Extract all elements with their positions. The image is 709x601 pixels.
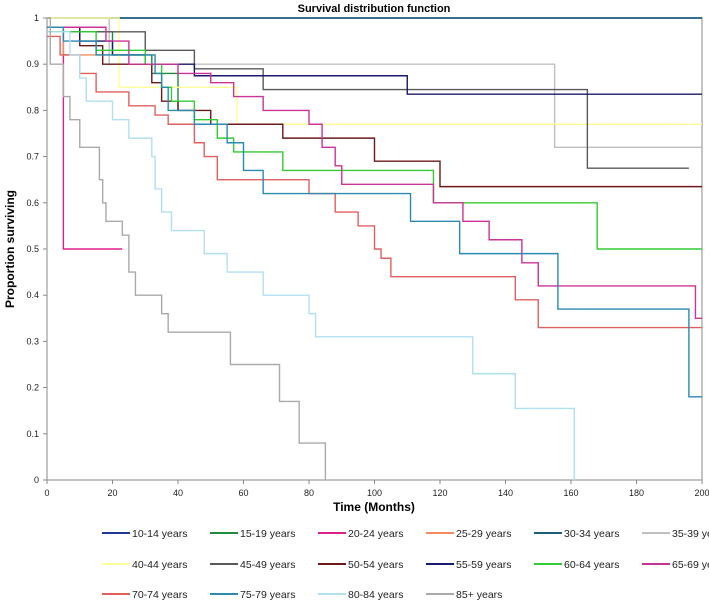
series-line-65-69-years <box>47 26 702 319</box>
legend-label: 50-54 years <box>348 559 403 571</box>
series-line-50-54-years <box>47 26 702 188</box>
series-line-20-24-years <box>47 26 123 250</box>
series-line-45-49-years <box>47 31 689 169</box>
legend-label: 20-24 years <box>348 528 403 540</box>
y-tick-label: 0.1 <box>26 429 39 439</box>
y-tick-label: 0.2 <box>26 383 39 393</box>
legend-label: 85+ years <box>456 589 502 601</box>
chart-title: Survival distribution function <box>298 3 451 15</box>
x-tick-label: 120 <box>432 488 447 498</box>
legend-label: 25-29 years <box>456 528 511 540</box>
x-tick-label: 200 <box>694 488 709 498</box>
series-line-80-84-years <box>47 31 575 480</box>
legend-label: 65-69 years <box>672 559 709 571</box>
legend-item: 80-84 years <box>318 589 403 601</box>
x-tick-label: 20 <box>107 488 117 498</box>
legend-item: 75-79 years <box>210 589 295 601</box>
legend-item: 50-54 years <box>318 559 403 571</box>
x-tick-label: 0 <box>44 488 49 498</box>
legend-item: 70-74 years <box>102 589 187 601</box>
legend-label: 75-79 years <box>240 589 295 601</box>
x-tick-label: 40 <box>173 488 183 498</box>
legend-item: 30-34 years <box>534 528 619 540</box>
x-tick-label: 140 <box>498 488 513 498</box>
series-line-70-74-years <box>47 35 702 329</box>
series-line-75-79-years <box>47 26 702 398</box>
x-tick-label: 80 <box>304 488 314 498</box>
y-tick-label: 0.4 <box>26 290 39 300</box>
legend-item: 25-29 years <box>426 528 511 540</box>
legend-label: 35-39 years <box>672 528 709 540</box>
legend-item: 65-69 years <box>642 559 709 571</box>
y-tick-label: 0.9 <box>26 59 39 69</box>
y-tick-label: 0.3 <box>26 336 39 346</box>
legend-label: 40-44 years <box>132 559 187 571</box>
x-tick-label: 160 <box>563 488 578 498</box>
y-axis-label: Proportion surviving <box>3 190 17 308</box>
legend-item: 20-24 years <box>318 528 403 540</box>
legend-item: 85+ years <box>426 589 502 601</box>
y-tick-label: 0.5 <box>26 244 39 254</box>
legend-label: 80-84 years <box>348 589 403 601</box>
series-line-85plus-years <box>47 17 327 480</box>
x-tick-label: 180 <box>629 488 644 498</box>
legend-item: 15-19 years <box>210 528 295 540</box>
y-tick-label: 0.8 <box>26 105 39 115</box>
legend-item: 40-44 years <box>102 559 187 571</box>
y-tick-label: 1 <box>34 13 39 23</box>
legend-label: 15-19 years <box>240 528 295 540</box>
x-tick-label: 100 <box>367 488 382 498</box>
legend-item: 10-14 years <box>102 528 187 540</box>
legend-label: 10-14 years <box>132 528 187 540</box>
legend-label: 55-59 years <box>456 559 511 571</box>
legend-label: 70-74 years <box>132 589 187 601</box>
x-tick-label: 60 <box>238 488 248 498</box>
y-tick-label: 0 <box>34 475 39 485</box>
y-tick-label: 0.7 <box>26 152 39 162</box>
legend-item: 45-49 years <box>210 559 295 571</box>
x-axis-label: Time (Months) <box>333 500 415 514</box>
legend-label: 45-49 years <box>240 559 295 571</box>
legend-label: 60-64 years <box>564 559 619 571</box>
legend-item: 35-39 years <box>642 528 709 540</box>
legend-item: 55-59 years <box>426 559 511 571</box>
y-tick-label: 0.6 <box>26 198 39 208</box>
legend-label: 30-34 years <box>564 528 619 540</box>
legend-item: 60-64 years <box>534 559 619 571</box>
